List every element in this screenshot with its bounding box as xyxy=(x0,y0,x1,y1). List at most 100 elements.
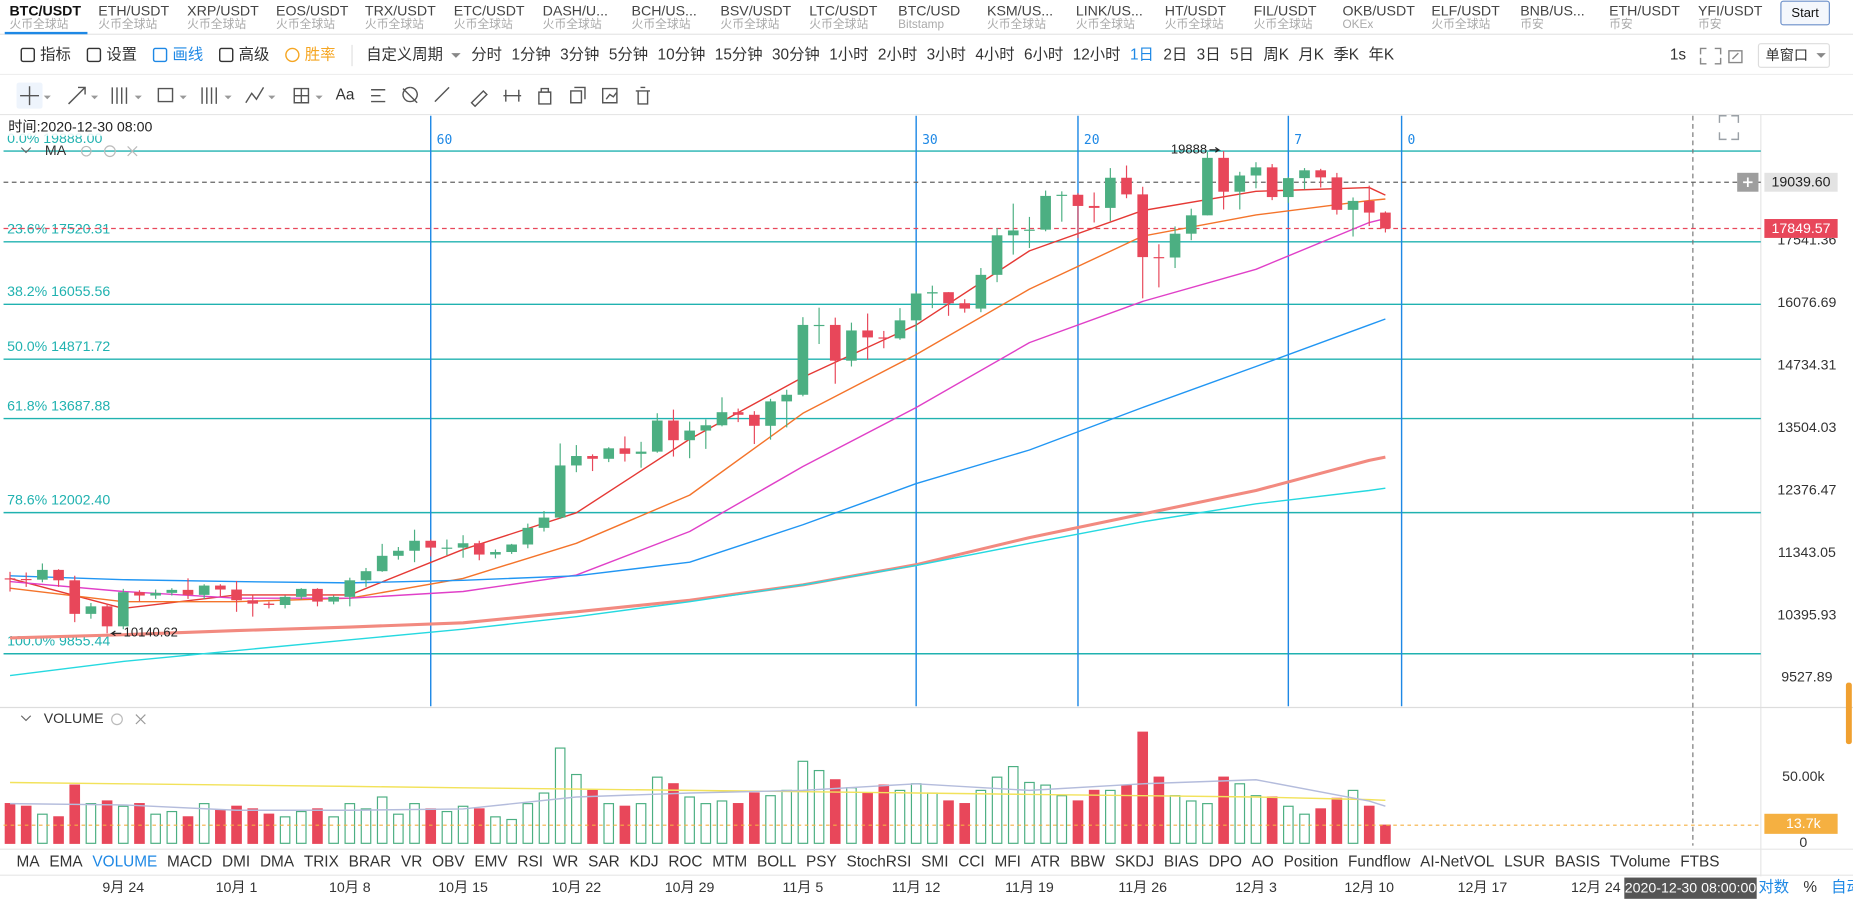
period-button[interactable]: 3日 xyxy=(1197,47,1221,64)
fullscreen-icon[interactable] xyxy=(1699,47,1722,65)
indicator-tab[interactable]: ATR xyxy=(1031,853,1061,870)
indicator-tab[interactable]: LSUR xyxy=(1504,853,1545,870)
period-button[interactable]: 分时 xyxy=(471,46,502,64)
drawing-tool[interactable] xyxy=(20,86,39,106)
period-button[interactable]: 周K xyxy=(1263,47,1289,64)
indicator-tab[interactable]: MA xyxy=(17,853,41,870)
axis-option[interactable]: 对数 xyxy=(1758,878,1789,896)
indicator-tab[interactable]: FTBS xyxy=(1680,853,1719,870)
symbol-tab[interactable]: LINK/US...火币全球站 xyxy=(1076,4,1143,31)
drawing-tool[interactable] xyxy=(201,87,217,104)
indicator-tab[interactable]: DMI xyxy=(222,853,250,870)
popout-icon[interactable] xyxy=(1728,50,1743,64)
drawing-tool[interactable] xyxy=(293,87,310,104)
indicator-tab[interactable]: PSY xyxy=(806,853,837,870)
axis-option[interactable]: % xyxy=(1803,879,1817,896)
period-button[interactable]: 4小时 xyxy=(975,46,1014,64)
indicator-tab[interactable]: EMA xyxy=(49,853,83,870)
indicator-tab[interactable]: MACD xyxy=(167,853,212,870)
tool-button[interactable]: 画线 xyxy=(152,46,204,64)
indicator-tab[interactable]: RSI xyxy=(517,853,543,870)
period-button[interactable]: 年K xyxy=(1369,46,1395,64)
period-button[interactable]: 3小时 xyxy=(927,46,966,64)
period-button[interactable]: 3分钟 xyxy=(560,46,599,64)
settings-icon[interactable] xyxy=(111,713,123,726)
drawing-tool[interactable] xyxy=(111,87,128,104)
indicator-tab[interactable]: TVolume xyxy=(1610,853,1671,870)
period-button[interactable]: 1日 xyxy=(1130,47,1154,64)
close-icon[interactable] xyxy=(127,146,138,157)
drawing-tool[interactable] xyxy=(371,89,386,103)
indicator-tab[interactable]: WR xyxy=(553,853,579,870)
drawing-tool[interactable] xyxy=(503,89,522,102)
symbol-tab[interactable]: DASH/U...火币全球站 xyxy=(543,4,608,31)
drawing-tool[interactable] xyxy=(245,87,265,104)
indicator-tab[interactable]: SKDJ xyxy=(1115,853,1154,870)
indicator-tab[interactable]: Fundflow xyxy=(1348,853,1411,870)
indicator-tab[interactable]: EMV xyxy=(474,853,508,870)
indicator-tab[interactable]: KDJ xyxy=(630,853,659,870)
drawing-tool[interactable] xyxy=(402,86,418,104)
indicator-tab[interactable]: MTM xyxy=(712,853,747,870)
indicator-tab[interactable]: DPO xyxy=(1209,853,1242,870)
indicator-tab[interactable]: OBV xyxy=(432,853,465,870)
collapse-chevron[interactable] xyxy=(20,715,32,722)
expand-icon[interactable] xyxy=(1718,115,1740,141)
indicator-tab[interactable]: ROC xyxy=(668,853,702,870)
indicator-tab[interactable]: SAR xyxy=(588,853,620,870)
indicator-tab[interactable]: AO xyxy=(1252,853,1274,870)
indicator-tab[interactable]: AI-NetVOL xyxy=(1420,853,1495,870)
drawing-tool[interactable] xyxy=(68,86,86,105)
indicator-tab[interactable]: VOLUME xyxy=(92,853,157,870)
period-button[interactable]: 5日 xyxy=(1230,47,1254,64)
indicator-tab[interactable]: BASIS xyxy=(1555,853,1600,870)
custom-period[interactable]: 自定义周期 xyxy=(366,46,461,64)
period-button[interactable]: 月K xyxy=(1298,47,1324,64)
period-button[interactable]: 2小时 xyxy=(878,46,917,64)
drawing-tool[interactable] xyxy=(538,87,552,105)
indicator-tab[interactable]: TRIX xyxy=(304,853,339,870)
period-button[interactable]: 10分钟 xyxy=(658,46,706,64)
period-button[interactable]: 1分钟 xyxy=(511,46,550,64)
visibility-icon[interactable] xyxy=(80,145,92,157)
window-mode[interactable]: 单窗口 xyxy=(1757,43,1830,68)
indicator-tab[interactable]: BIAS xyxy=(1164,853,1199,870)
start-button[interactable]: Start xyxy=(1780,0,1830,26)
period-button[interactable]: 6小时 xyxy=(1024,46,1063,64)
drawing-tool[interactable] xyxy=(570,86,586,104)
text-tool[interactable]: Aa xyxy=(336,87,355,104)
indicator-tab[interactable]: Position xyxy=(1284,853,1339,870)
axis-option[interactable]: 自动 xyxy=(1831,878,1853,896)
period-button[interactable]: 12小时 xyxy=(1073,46,1121,64)
indicator-tab[interactable]: DMA xyxy=(260,853,295,870)
indicator-tab[interactable]: BOLL xyxy=(757,853,797,870)
period-button[interactable]: 15分钟 xyxy=(715,46,763,64)
period-button[interactable]: 2日 xyxy=(1163,47,1187,64)
drawing-tool[interactable] xyxy=(635,86,650,105)
refresh-rate[interactable]: 1s xyxy=(1670,47,1687,64)
period-button[interactable]: 5分钟 xyxy=(609,46,648,64)
tool-button[interactable]: 设置 xyxy=(86,46,137,64)
close-icon[interactable] xyxy=(135,714,146,725)
period-button[interactable]: 30分钟 xyxy=(772,46,820,64)
drawing-tool[interactable] xyxy=(470,89,488,108)
indicator-tab[interactable]: SMI xyxy=(921,853,948,870)
drawing-tool[interactable] xyxy=(157,87,174,103)
drawing-tool[interactable] xyxy=(434,86,450,103)
tool-button[interactable]: 胜率 xyxy=(285,46,336,64)
period-button[interactable]: 1小时 xyxy=(829,46,868,64)
collapse-chevron[interactable] xyxy=(20,147,32,154)
drawing-tool[interactable] xyxy=(601,87,618,104)
